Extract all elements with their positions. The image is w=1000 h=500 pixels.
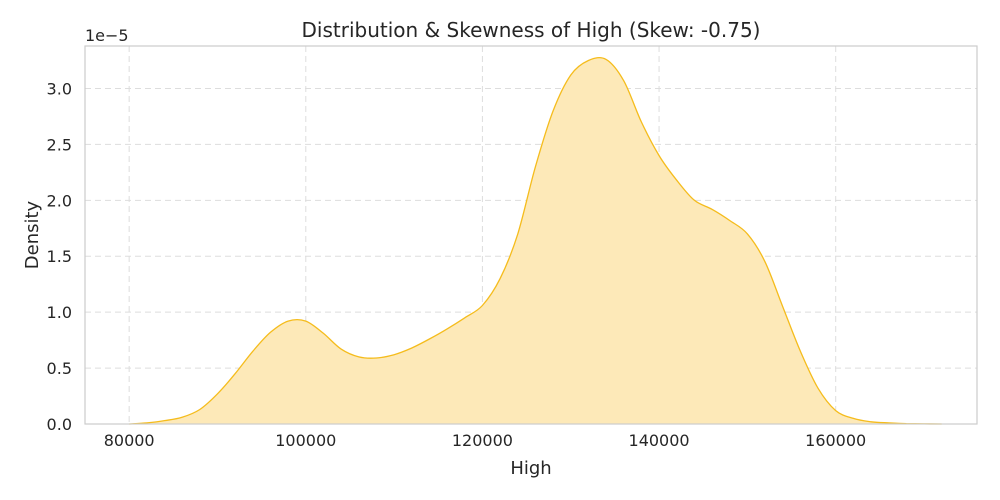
density-point (376, 357, 377, 358)
density-point (164, 420, 165, 421)
x-tick-label: 140000 (629, 431, 690, 450)
density-point (358, 356, 359, 357)
density-point (394, 354, 395, 355)
x-tick-label: 80000 (104, 431, 155, 450)
density-point (623, 80, 624, 81)
y-tick-label: 0.0 (47, 415, 72, 434)
area-layer (129, 56, 942, 425)
y-tick-label: 1.5 (47, 247, 72, 266)
y-tick-label: 2.5 (47, 135, 72, 154)
density-point (641, 121, 642, 122)
density-point (535, 166, 536, 167)
density-point (323, 333, 324, 334)
density-point (146, 422, 147, 423)
y-offset-label: 1e−5 (85, 26, 129, 45)
x-tick-label: 120000 (452, 431, 513, 450)
y-axis-label: Density (22, 200, 43, 269)
plot-frame (84, 45, 978, 425)
density-point (676, 180, 677, 181)
x-tick-label: 160000 (805, 431, 866, 450)
chart-title: Distribution & Skewness of High (Skew: -… (302, 18, 761, 42)
density-point (870, 421, 871, 422)
density-point (782, 306, 783, 307)
density-point (853, 418, 854, 419)
density-point (517, 233, 518, 234)
density-point (341, 349, 342, 350)
density-point (500, 278, 501, 279)
density-point (482, 305, 483, 306)
density-point (447, 328, 448, 329)
density-point (217, 393, 218, 394)
density-point (553, 110, 554, 111)
density-point (729, 220, 730, 221)
density-point (711, 209, 712, 210)
density-point (588, 60, 589, 61)
density-point (182, 417, 183, 418)
density-curve-line (129, 56, 942, 425)
density-point (288, 321, 289, 322)
density-point (411, 347, 412, 348)
density-point (235, 373, 236, 374)
density-point (305, 321, 306, 322)
density-point (464, 317, 465, 318)
density-point (659, 155, 660, 156)
density-point (199, 409, 200, 410)
y-tick-label: 2.0 (47, 191, 72, 210)
tick-layer: 80000 100000 120000 140000 160000 0.0 0.5 1.0 1.… (47, 79, 867, 450)
density-area-fill (129, 57, 942, 424)
density-point (570, 75, 571, 76)
density-point (429, 338, 430, 339)
y-tick-label: 0.5 (47, 359, 72, 378)
y-tick-label: 3.0 (47, 79, 72, 98)
y-tick-label: 1.0 (47, 303, 72, 322)
density-point (835, 410, 836, 411)
density-point (800, 351, 801, 352)
density-point (270, 332, 271, 333)
density-point (888, 422, 889, 423)
density-point (694, 200, 695, 201)
density-point (252, 351, 253, 352)
x-axis-label: High (510, 458, 551, 479)
x-tick-label: 100000 (275, 431, 336, 450)
density-point (606, 59, 607, 60)
density-point (764, 261, 765, 262)
density-point (747, 233, 748, 234)
density-point (817, 388, 818, 389)
